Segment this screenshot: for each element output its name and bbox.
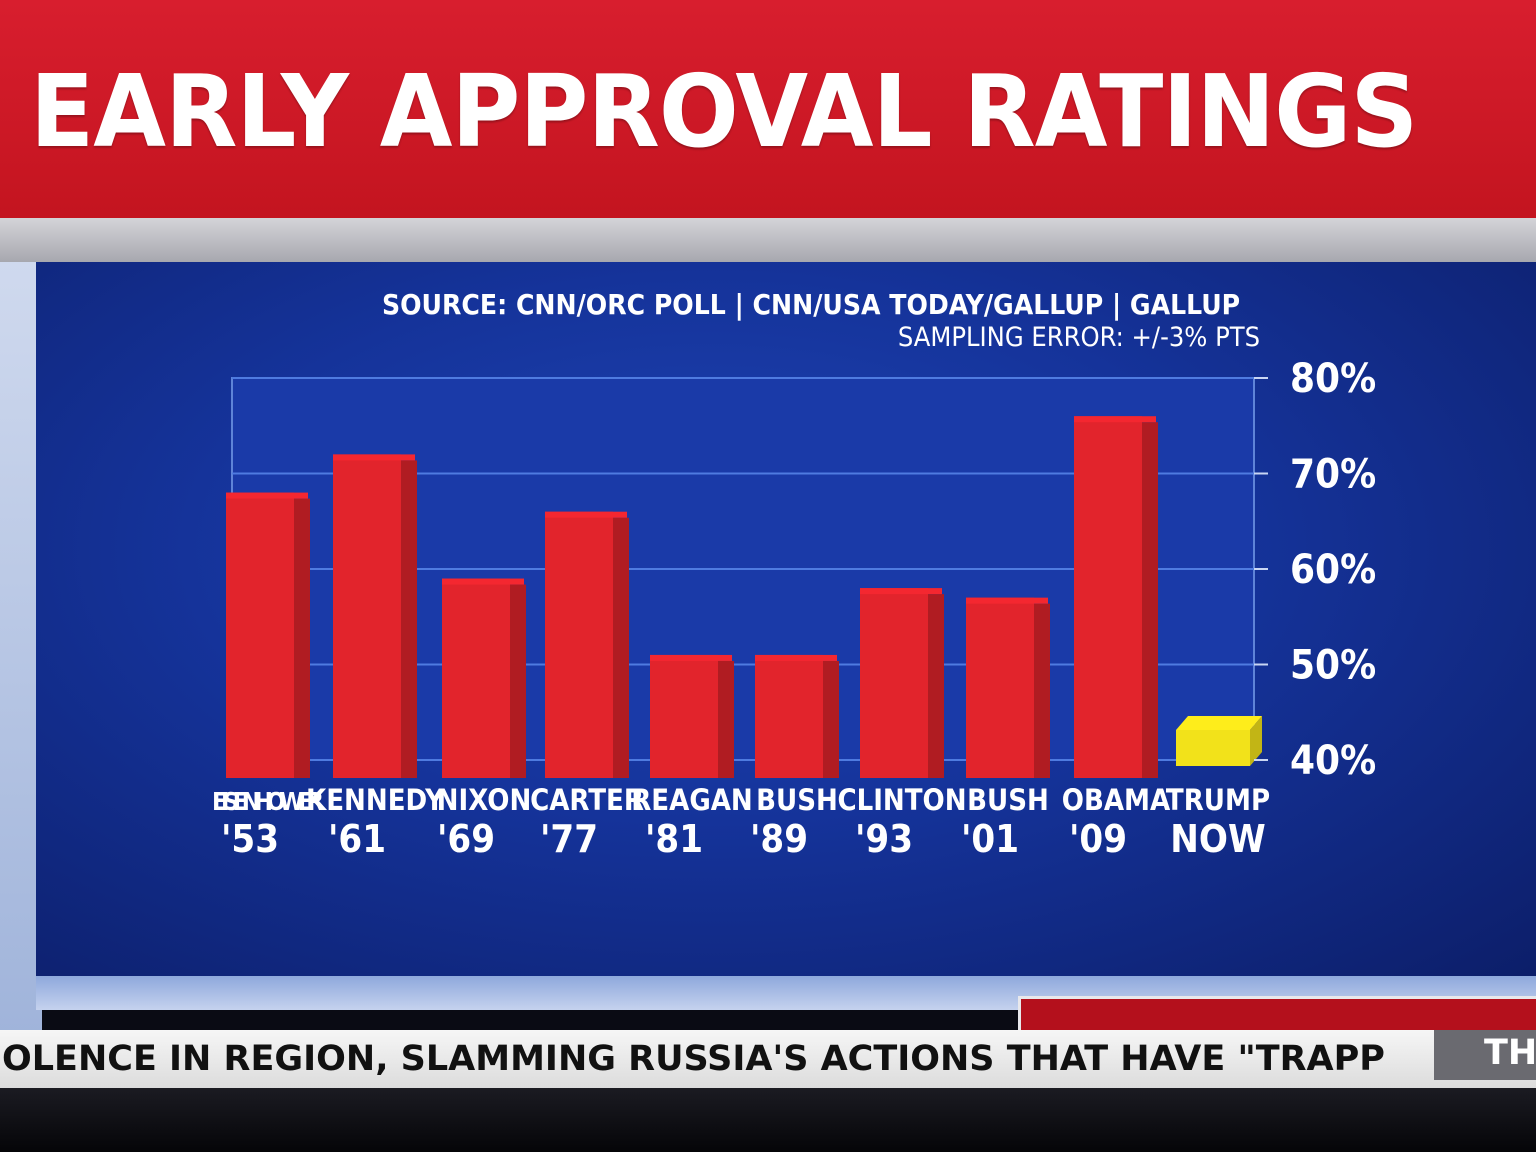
x-label-name: TRUMP [1166,783,1270,817]
bar-side [401,460,417,778]
bar-side [294,498,310,778]
bar-nixon-2 [442,578,526,778]
left-edge-strip [0,262,42,1052]
y-tick-label: 70% [1290,452,1376,498]
bar-kennedy-1 [333,454,417,778]
bar-trump-9 [1176,716,1262,766]
bar-side [613,517,629,778]
x-label-year: '93 [855,817,913,861]
x-label-year: '61 [328,817,386,861]
bar-top [442,578,524,585]
bar-top [1176,716,1262,730]
bar-front [333,454,401,778]
bar-front [1176,730,1250,766]
x-label-year: '01 [961,817,1019,861]
x-label-name: CARTER [530,783,644,817]
x-label-name: BUSH [756,783,838,817]
bar-reagan-4 [650,654,734,778]
x-label-year: NOW [1170,817,1265,861]
bar-eisenhower-0 [226,492,310,778]
bar-front [755,654,823,778]
bar-carter-3 [545,511,629,778]
x-label-name: CLINTON [837,783,966,817]
divider-strip [0,218,1536,264]
bar-front [650,654,718,778]
bar-bush-5 [755,654,839,778]
bar-front [442,578,510,778]
chart-title: EARLY APPROVAL RATINGS [30,53,1418,170]
bar-top [860,588,942,595]
ticker-headline: OLENCE IN REGION, SLAMMING RUSSIA'S ACTI… [2,1039,1385,1079]
bar-top [545,511,627,518]
bar-front [860,588,928,778]
ticker-next-headline: TH [1484,1033,1536,1073]
x-label-name: NIXON [437,783,532,817]
x-label-year: '77 [540,817,598,861]
bar-obama-8 [1074,416,1158,778]
x-label-name: OBAMA [1062,783,1171,817]
bar-bush-7 [966,597,1050,778]
bar-front [1074,416,1142,778]
y-tick-label: 40% [1290,738,1376,784]
x-label-year: '53 [221,817,279,861]
bar-side [718,660,734,778]
x-label-name: REAGAN [631,783,753,817]
bar-side [510,584,526,778]
y-tick-label: 50% [1290,643,1376,689]
source-note: SOURCE: CNN/ORC POLL | CNN/USA TODAY/GAL… [382,288,1241,321]
bar-top [1074,416,1156,423]
title-band [0,0,1536,222]
tv-bezel [0,1088,1536,1152]
bar-top [226,492,308,499]
x-label-year: '69 [437,817,495,861]
bar-top [650,654,732,661]
bar-top [755,654,837,661]
x-label-year: '81 [645,817,703,861]
news-ticker [0,1030,1536,1088]
x-label-year: '09 [1069,817,1127,861]
bar-clinton-6 [860,588,944,778]
bar-side [1142,422,1158,778]
y-tick-label: 80% [1290,356,1376,402]
sampling-error-note: SAMPLING ERROR: +/-3% PTS [897,322,1260,353]
bar-front [545,511,613,778]
bar-side [1250,716,1262,766]
bar-top [333,454,415,461]
bar-front [966,597,1034,778]
x-label-name: BUSH [967,783,1049,817]
x-label-name: KENNEDY [306,783,445,817]
x-label-year: '89 [750,817,808,861]
ticker-next-box [1434,1030,1536,1080]
bar-side [1034,603,1050,778]
bar-side [823,660,839,778]
y-tick-label: 60% [1290,547,1376,593]
bar-side [928,594,944,778]
bar-front [226,492,294,778]
x-label-name: EISENHOWER [212,787,324,816]
bar-top [966,597,1048,604]
